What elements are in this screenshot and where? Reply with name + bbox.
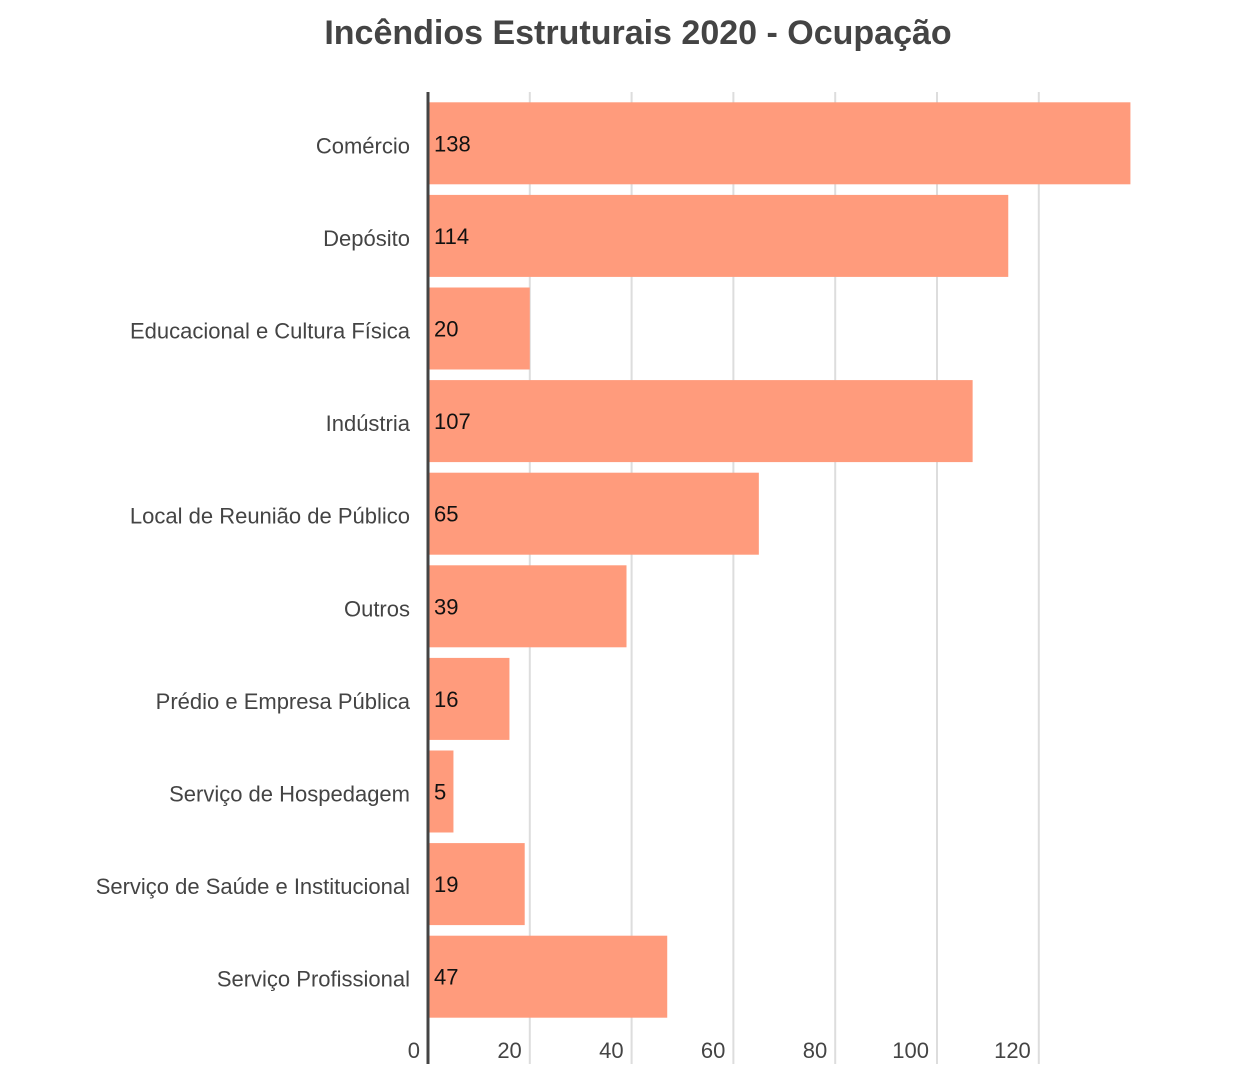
category-label-servico-de-saude-e-institucional: Serviço de Saúde e Institucional [96,874,410,899]
bars [428,102,1131,1018]
category-label-servico-profissional: Serviço Profissional [217,967,410,992]
bar-local-de-reuniao-de-publico [428,472,759,555]
value-label-educacional-e-cultura-fisica: 20 [434,317,458,342]
category-label-outros: Outros [344,596,410,621]
bar-servico-de-saude-e-institucional [428,843,525,926]
value-label-predio-e-empresa-publica: 16 [434,687,458,712]
x-tick-120: 120 [994,1038,1031,1063]
category-label-industria: Indústria [326,411,411,436]
bar-industria [428,380,973,463]
value-label-servico-de-saude-e-institucional: 19 [434,872,458,897]
chart-title: Incêndios Estruturais 2020 - Ocupação [324,14,952,52]
bar-outros [428,565,627,648]
value-label-servico-profissional: 47 [434,965,458,990]
x-tick-20: 20 [497,1038,521,1063]
category-label-comercio: Comércio [316,133,410,158]
bar-predio-e-empresa-publica [428,657,510,740]
bar-servico-profissional [428,935,668,1018]
value-label-industria: 107 [434,409,471,434]
category-label-predio-e-empresa-publica: Prédio e Empresa Pública [156,689,411,714]
category-label-servico-de-hospedagem: Serviço de Hospedagem [169,782,410,807]
x-tick-labels: 0 20 40 60 80 100 120 [408,1038,1031,1063]
category-labels: Comércio Depósito Educacional e Cultura Fí… [96,133,411,991]
value-label-comercio: 138 [434,131,471,156]
value-label-local-de-reuniao-de-publico: 65 [434,502,458,527]
category-label-local-de-reuniao-de-publico: Local de Reunião de Público [130,504,410,529]
x-tick-60: 60 [701,1038,725,1063]
value-label-outros: 39 [434,594,458,619]
bar-servico-de-hospedagem [428,750,454,833]
x-tick-0: 0 [408,1038,420,1063]
bar-educacional-e-cultura-fisica [428,287,530,370]
category-label-deposito: Depósito [323,226,410,251]
bar-comercio [428,102,1131,185]
value-label-servico-de-hospedagem: 5 [434,780,446,805]
category-label-educacional-e-cultura-fisica: Educacional e Cultura Física [130,319,411,344]
value-label-deposito: 114 [434,224,469,249]
value-labels: 138 114 20 107 65 39 16 5 19 47 [434,131,471,989]
x-tick-40: 40 [599,1038,623,1063]
bar-deposito [428,194,1009,277]
x-tick-100: 100 [892,1038,929,1063]
x-tick-80: 80 [803,1038,827,1063]
